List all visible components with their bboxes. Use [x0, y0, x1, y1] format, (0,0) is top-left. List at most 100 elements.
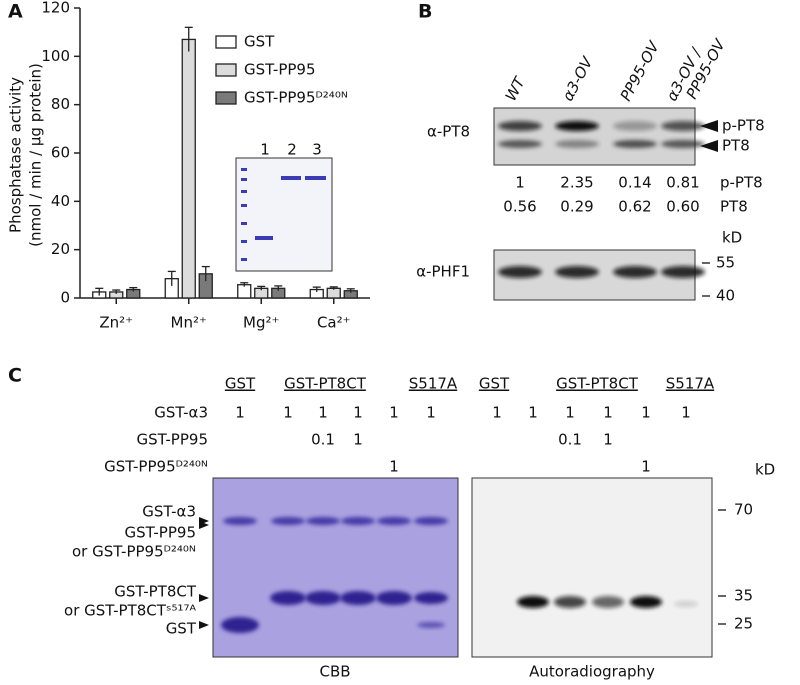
- gel-band: [341, 517, 375, 525]
- quant-value: 0.56: [503, 198, 536, 216]
- group-header: GST-PT8CT: [556, 375, 639, 393]
- blot-band: [555, 121, 599, 131]
- panel-label: B: [418, 1, 432, 23]
- amount: 1: [492, 404, 502, 422]
- blot-band: [498, 266, 542, 278]
- blot: [493, 107, 696, 166]
- lane-label: 3: [312, 141, 322, 159]
- quant-value: 2.35: [560, 174, 593, 192]
- ladder-band: [241, 190, 247, 193]
- amount: 1: [353, 431, 363, 449]
- band-arrow: [199, 521, 209, 529]
- kd-label: kD: [722, 229, 742, 247]
- amount: 1: [528, 404, 538, 422]
- kd-label: kD: [755, 461, 775, 479]
- blot-band: [661, 121, 705, 131]
- amount: 1: [235, 404, 245, 422]
- gel-band: [377, 517, 411, 525]
- row-label: GST-PP95ᴰ²⁴⁰ᴺ: [104, 458, 208, 476]
- gel-band: [271, 517, 305, 525]
- amount: 0.1: [558, 431, 582, 449]
- legend-swatch: [215, 63, 237, 77]
- lane-header: α3-OV: [559, 53, 598, 104]
- gel-band: [414, 592, 448, 604]
- antibody-label: α-PHF1: [416, 263, 470, 281]
- error-bar: [274, 285, 283, 291]
- gel-band: [270, 591, 306, 605]
- band-label: GST-PT8CT: [114, 583, 197, 601]
- gel-band: [221, 617, 259, 633]
- quant-value: 0.29: [560, 198, 593, 216]
- quant-value: 0.60: [666, 198, 699, 216]
- error-bar: [257, 285, 266, 291]
- gel-band: [674, 601, 698, 607]
- row-label: GST-α3: [154, 404, 208, 422]
- lane-label: 2: [287, 141, 297, 159]
- amount: 1: [681, 404, 691, 422]
- bar: [237, 284, 252, 299]
- band-label: PT8: [722, 137, 750, 155]
- quant-value: 0.62: [618, 198, 651, 216]
- blot-band: [498, 140, 542, 148]
- ladder-band: [241, 258, 247, 261]
- inset-gel: [235, 157, 333, 272]
- gel-band: [306, 517, 340, 525]
- quant-value: 1: [515, 174, 525, 192]
- gel-band: [417, 622, 445, 628]
- blot-band: [613, 140, 657, 148]
- amount: 1: [389, 404, 399, 422]
- marker-label: 70: [734, 501, 753, 519]
- amount: 1: [353, 404, 363, 422]
- amount: 1: [318, 404, 328, 422]
- y-tick-label: 120: [41, 0, 70, 17]
- x-tick-label: Zn²⁺: [99, 314, 133, 332]
- gel-band: [554, 596, 586, 608]
- gel-band: [255, 236, 273, 240]
- x-tick-label: Ca²⁺: [317, 314, 351, 332]
- band-arrow: [199, 621, 209, 629]
- band-label: p-PT8: [722, 117, 765, 135]
- band-arrow: [700, 120, 718, 132]
- group-header: GST-PT8CT: [284, 375, 367, 393]
- band-label: or GST-PT8CTˢ⁵¹⁷ᴬ: [64, 602, 196, 620]
- quant-value: 0.81: [666, 174, 699, 192]
- blot-band: [613, 266, 657, 278]
- lane-label: 1: [260, 141, 270, 159]
- panel-label: C: [8, 365, 22, 387]
- legend-label: GST: [244, 33, 275, 51]
- ladder-band: [241, 204, 247, 207]
- y-tick-label: 100: [41, 47, 70, 65]
- gel-band: [630, 596, 662, 608]
- group-header: GST: [479, 375, 510, 393]
- error-bar: [95, 287, 104, 296]
- error-bar: [184, 26, 193, 52]
- group-header: S517A: [409, 375, 458, 393]
- gel-band: [305, 591, 341, 605]
- legend-label: GST-PP95: [244, 61, 316, 79]
- gel-band: [517, 596, 549, 608]
- blot-band: [613, 121, 657, 131]
- blot-band: [498, 121, 542, 131]
- blot-band: [555, 140, 599, 148]
- legend-swatch: [215, 35, 237, 49]
- gel: [471, 477, 713, 658]
- bar: [326, 287, 341, 299]
- legend-label: GST-PP95ᴰ²⁴⁰ᴺ: [244, 89, 348, 107]
- x-tick-label: Mn²⁺: [171, 314, 207, 332]
- amount: 1: [389, 458, 399, 476]
- band-label: GST-PP95: [124, 524, 196, 542]
- ladder-band: [241, 222, 247, 225]
- blot-band: [555, 266, 599, 278]
- amount: 1: [565, 404, 575, 422]
- ladder-band: [241, 178, 247, 181]
- panel-label: A: [8, 1, 23, 23]
- amount: 1: [641, 404, 651, 422]
- error-bar: [240, 282, 249, 287]
- marker-label: 25: [734, 615, 753, 633]
- lane-header: PP95-OV: [617, 37, 664, 104]
- gel-caption: Autoradiography: [529, 663, 655, 681]
- ladder-band: [241, 240, 247, 243]
- band-arrow: [700, 140, 718, 152]
- marker-label: 35: [734, 587, 753, 605]
- row-label: GST-PP95: [136, 431, 208, 449]
